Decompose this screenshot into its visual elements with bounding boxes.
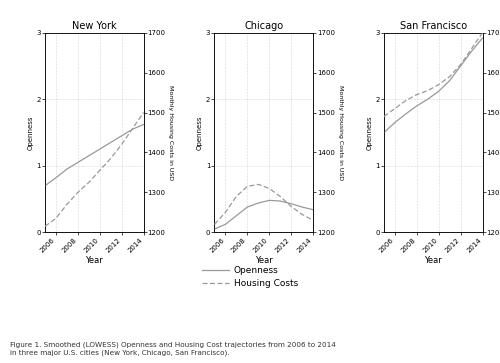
Y-axis label: Openness: Openness [197, 115, 203, 150]
Text: Figure 1. Smoothed (LOWESS) Openness and Housing Cost trajectories from 2006 to : Figure 1. Smoothed (LOWESS) Openness and… [10, 342, 336, 356]
X-axis label: Year: Year [255, 256, 272, 265]
X-axis label: Year: Year [86, 256, 103, 265]
Legend: Openness, Housing Costs: Openness, Housing Costs [202, 266, 298, 288]
Title: San Francisco: San Francisco [400, 20, 467, 30]
Y-axis label: Monthly Housing Costs in USD: Monthly Housing Costs in USD [338, 85, 343, 180]
Title: Chicago: Chicago [244, 20, 284, 30]
Title: New York: New York [72, 20, 117, 30]
Y-axis label: Openness: Openness [366, 115, 372, 150]
X-axis label: Year: Year [424, 256, 442, 265]
Y-axis label: Monthly Housing Costs in USD: Monthly Housing Costs in USD [168, 85, 173, 180]
Y-axis label: Openness: Openness [28, 115, 34, 150]
